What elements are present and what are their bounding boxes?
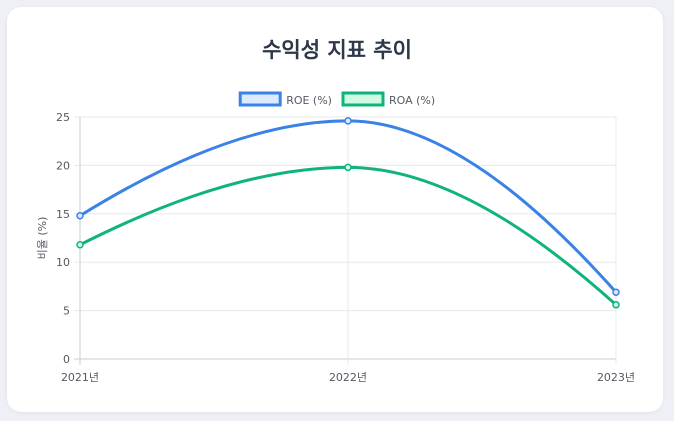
chart-title: 수익성 지표 추이 <box>262 38 412 62</box>
y-tick-label: 5 <box>63 305 70 318</box>
data-point[interactable] <box>612 301 620 309</box>
legend-swatch[interactable] <box>238 91 282 107</box>
legend-swatch[interactable] <box>341 91 385 107</box>
data-point[interactable] <box>344 163 352 172</box>
series-group <box>76 117 620 309</box>
y-tick-label: 20 <box>56 159 70 172</box>
x-axis-ticks: 2021년 2022년 2023년 <box>61 371 635 384</box>
y-tick-label: 0 <box>63 353 70 366</box>
chart-card <box>7 7 663 412</box>
y-tick-label: 10 <box>56 256 70 269</box>
data-point[interactable] <box>76 241 84 249</box>
x-tick-label: 2022년 <box>329 371 367 384</box>
legend-label[interactable]: ROA (%) <box>389 94 435 107</box>
y-tick-label: 15 <box>56 208 70 221</box>
y-axis-label: 비율 (%) <box>36 217 49 260</box>
data-point[interactable] <box>344 117 352 125</box>
data-point[interactable] <box>612 288 620 296</box>
x-tick-label: 2021년 <box>61 371 99 384</box>
y-tick-label: 25 <box>56 111 70 124</box>
legend: ROE (%) ROA (%) <box>238 91 435 107</box>
grid <box>74 116 617 365</box>
x-tick-label: 2023년 <box>597 371 635 384</box>
legend-label[interactable]: ROE (%) <box>286 94 332 107</box>
data-point[interactable] <box>76 211 84 220</box>
y-axis-ticks: 0 5 10 15 20 25 <box>56 111 70 366</box>
